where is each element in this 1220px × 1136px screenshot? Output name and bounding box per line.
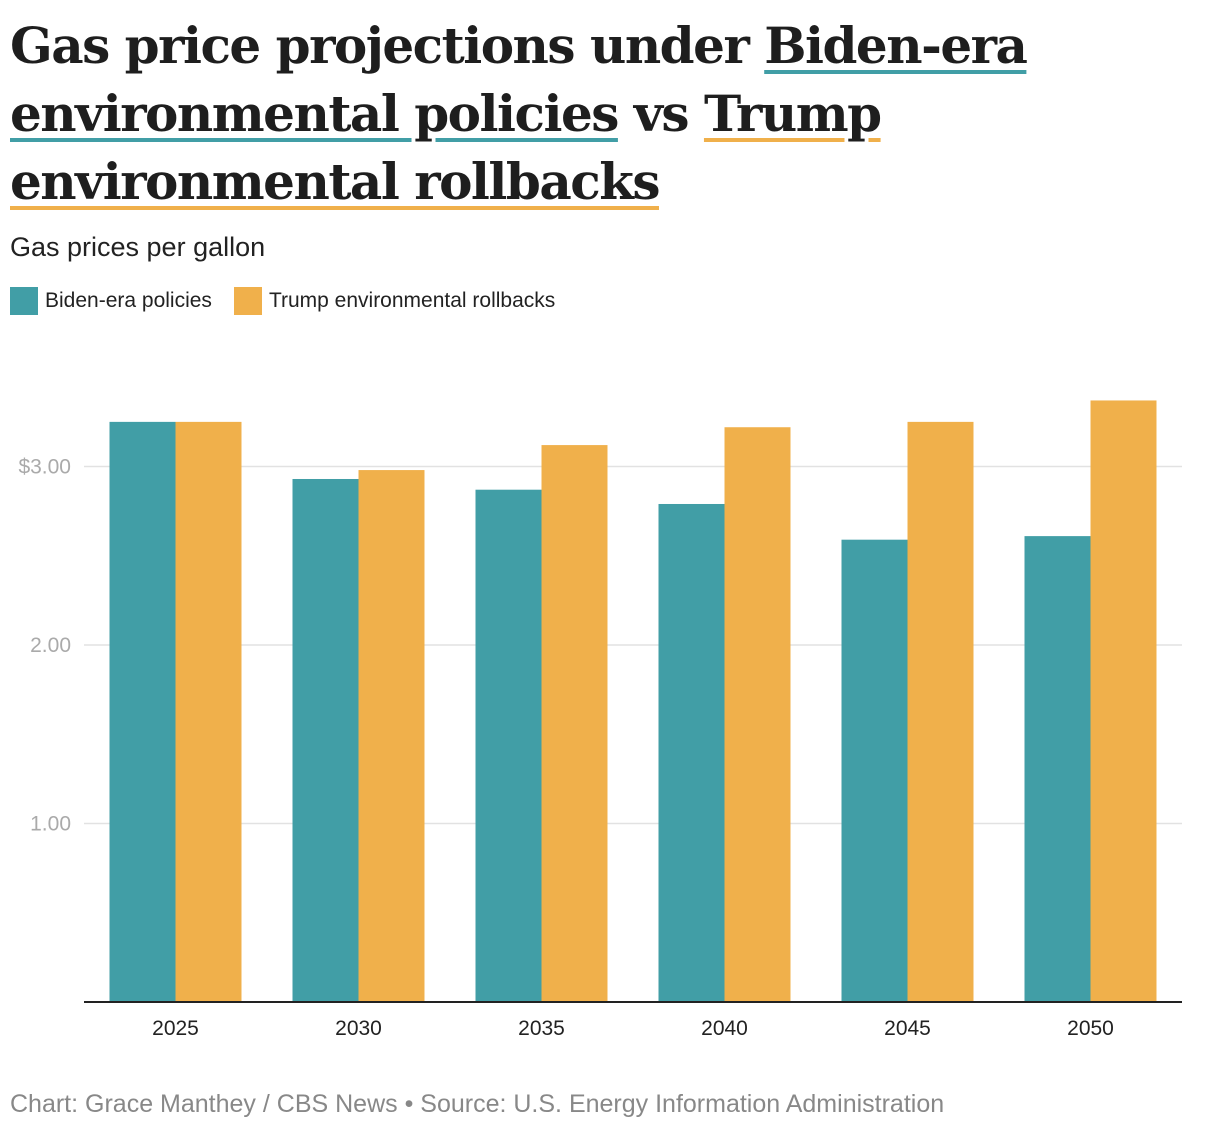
- legend-item-trump: Trump environmental rollbacks: [233, 287, 556, 315]
- x-tick-label-2040: 2040: [701, 1017, 748, 1040]
- bar-trump-2040: Trump environmental rollbacks 2040: $3.2…: [724, 427, 791, 1003]
- bar-chart: 1.00 2.00 $3.00 Biden-era policies 2025: $3…: [18, 400, 1182, 1040]
- legend: Biden-era policies Trump environmental r…: [10, 287, 577, 315]
- legend-label-biden: Biden-era policies: [45, 289, 212, 312]
- chart-title: Gas price projections under Biden-era en…: [10, 12, 1190, 216]
- y-tick-label-0: 1.00: [30, 813, 71, 836]
- bar-biden-2025: Biden-era policies 2025: $3.25: [109, 421, 176, 1002]
- legend-swatch-trump: [233, 287, 262, 315]
- x-tick-label-2025: 2025: [152, 1017, 199, 1040]
- legend-item-biden: Biden-era policies: [10, 287, 212, 315]
- x-tick-label-2035: 2035: [518, 1017, 565, 1040]
- bar-biden-2030: Biden-era policies 2030: $2.93: [292, 478, 359, 1002]
- x-tick-label-2045: 2045: [884, 1017, 931, 1040]
- bar-biden-2035: Biden-era policies 2035: $2.87: [475, 489, 542, 1002]
- y-tick-label-1: 2.00: [30, 634, 71, 657]
- bar-biden-2040: Biden-era policies 2040: $2.79: [658, 503, 725, 1002]
- x-tick-label-2030: 2030: [335, 1017, 382, 1040]
- title-text-2: vs: [617, 84, 704, 143]
- legend-label-trump: Trump environmental rollbacks: [268, 289, 556, 312]
- bar-trump-2030: Trump environmental rollbacks 2030: $2.9…: [358, 470, 425, 1002]
- chart-credit: Chart: Grace Manthey / CBS News • Source…: [10, 1090, 945, 1118]
- bar-trump-2025: Trump environmental rollbacks 2025: $3.2…: [175, 421, 242, 1002]
- bar-trump-2050: Trump environmental rollbacks 2050: $3.3…: [1090, 400, 1157, 1003]
- bar-biden-2050: Biden-era policies 2050: $2.61: [1024, 536, 1091, 1002]
- biden-era-link[interactable]: Biden-era environmental policies: [10, 16, 1028, 143]
- bar-trump-2035: Trump environmental rollbacks 2035: $3.1…: [541, 445, 608, 1002]
- x-tick-label-2050: 2050: [1067, 1017, 1114, 1040]
- chart-subtitle: Gas prices per gallon: [10, 232, 266, 262]
- y-tick-label-2: $3.00: [18, 456, 71, 479]
- legend-swatch-biden: [10, 287, 38, 315]
- title-text-1: Gas price projections under: [10, 16, 765, 75]
- bar-trump-2045: Trump environmental rollbacks 2045: $3.2…: [907, 421, 974, 1002]
- trump-rollbacks-link[interactable]: Trump environmental rollbacks: [10, 84, 882, 211]
- bar-biden-2045: Biden-era policies 2045: $2.59: [841, 539, 908, 1002]
